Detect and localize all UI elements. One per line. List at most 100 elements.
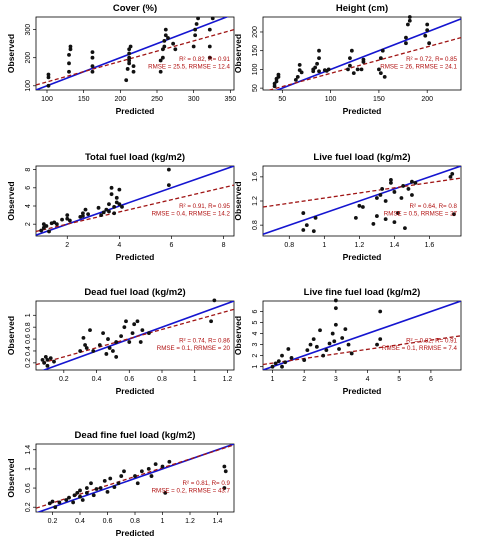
data-point	[299, 70, 304, 75]
data-point	[107, 209, 111, 214]
data-point	[131, 69, 136, 74]
data-point	[75, 490, 80, 495]
x-tick-label: 100	[325, 96, 337, 103]
data-point	[97, 343, 102, 347]
data-point	[160, 464, 165, 469]
x-tick-label: 0.6	[103, 518, 113, 525]
y-tick-label: 0.6	[25, 483, 32, 493]
one-to-one-line	[36, 444, 234, 512]
data-point	[105, 489, 110, 494]
data-point	[286, 347, 291, 351]
data-point	[333, 322, 338, 327]
data-point	[78, 349, 83, 353]
one-to-one-line	[263, 166, 461, 235]
data-point	[301, 228, 306, 232]
data-point	[371, 222, 376, 226]
data-point	[311, 229, 316, 234]
data-point	[346, 67, 350, 72]
data-point	[327, 341, 332, 346]
regression-trend-line	[263, 335, 461, 366]
x-tick-label: 0.4	[92, 376, 102, 383]
data-point	[127, 51, 132, 56]
data-point	[52, 359, 56, 364]
data-point	[403, 226, 407, 231]
data-point	[114, 195, 119, 200]
plot-frame	[262, 300, 462, 371]
x-axis-label: Predicted	[343, 386, 382, 396]
x-tick-label: 150	[78, 96, 90, 103]
data-point	[117, 187, 122, 192]
y-tick-label: 100	[252, 63, 259, 75]
data-point	[280, 353, 284, 358]
data-point	[378, 193, 383, 197]
data-point	[375, 342, 379, 347]
panel-title: Live fine fuel load (kg/m2)	[304, 287, 421, 298]
data-point	[116, 481, 121, 486]
x-axis-label: Predicted	[116, 252, 155, 262]
data-point	[425, 22, 430, 27]
x-tick-label: 8	[222, 242, 226, 249]
data-point	[406, 187, 411, 191]
fit-statistics-label: RMSE = 0.4, RRMSE = 14.2	[152, 211, 231, 218]
data-point	[382, 74, 387, 79]
data-point	[88, 328, 92, 333]
scatter-panel: Height (cm) Predicted Observed 50 100 150 200 5…	[233, 3, 462, 116]
data-point	[353, 215, 358, 220]
data-point	[427, 41, 432, 46]
x-tick-label: 0.2	[59, 376, 69, 383]
data-point	[405, 22, 410, 27]
data-point	[317, 69, 321, 74]
y-tick-label: 1	[25, 467, 32, 471]
data-point	[378, 56, 383, 61]
data-point	[270, 364, 275, 369]
data-point	[321, 353, 326, 358]
data-point	[280, 364, 284, 369]
data-point	[380, 48, 385, 53]
x-tick-label: 1	[271, 376, 275, 383]
data-point	[351, 71, 356, 76]
x-tick-label: 6	[429, 376, 433, 383]
regression-trend-line	[36, 29, 234, 86]
data-point	[317, 56, 321, 61]
data-point	[127, 340, 132, 344]
plot-frame	[35, 16, 235, 91]
y-tick-label: 300	[25, 24, 32, 36]
x-tick-label: 1.4	[390, 242, 400, 249]
data-point	[139, 469, 144, 474]
data-point	[343, 327, 348, 332]
data-point	[109, 192, 114, 197]
y-tick-label: 200	[25, 52, 32, 64]
data-point	[81, 335, 86, 340]
data-point	[122, 325, 127, 330]
data-point	[102, 478, 107, 483]
data-point	[67, 69, 71, 74]
data-point	[167, 459, 172, 464]
data-point	[112, 205, 117, 209]
data-point	[377, 67, 381, 72]
y-tick-label: 3	[252, 343, 259, 347]
data-point	[90, 64, 95, 69]
y-tick-label: 8	[25, 168, 32, 172]
data-point	[401, 184, 406, 188]
data-point	[349, 48, 354, 53]
data-point	[114, 340, 119, 344]
data-point	[166, 183, 171, 187]
data-point	[274, 79, 279, 84]
data-point	[119, 474, 124, 478]
data-point	[171, 41, 176, 46]
data-point	[378, 309, 383, 314]
data-point	[65, 213, 70, 217]
data-point	[84, 486, 89, 490]
one-to-one-line	[36, 17, 229, 90]
data-point	[127, 47, 132, 52]
x-axis-label: Predicted	[116, 106, 155, 116]
y-tick-label: 50	[252, 84, 259, 92]
data-point	[45, 357, 50, 362]
data-point	[222, 486, 227, 490]
data-point	[40, 357, 45, 362]
x-tick-label: 300	[188, 96, 200, 103]
x-tick-label: 2	[65, 242, 69, 249]
data-point	[64, 498, 69, 502]
data-point	[108, 476, 113, 481]
data-point	[297, 63, 302, 67]
